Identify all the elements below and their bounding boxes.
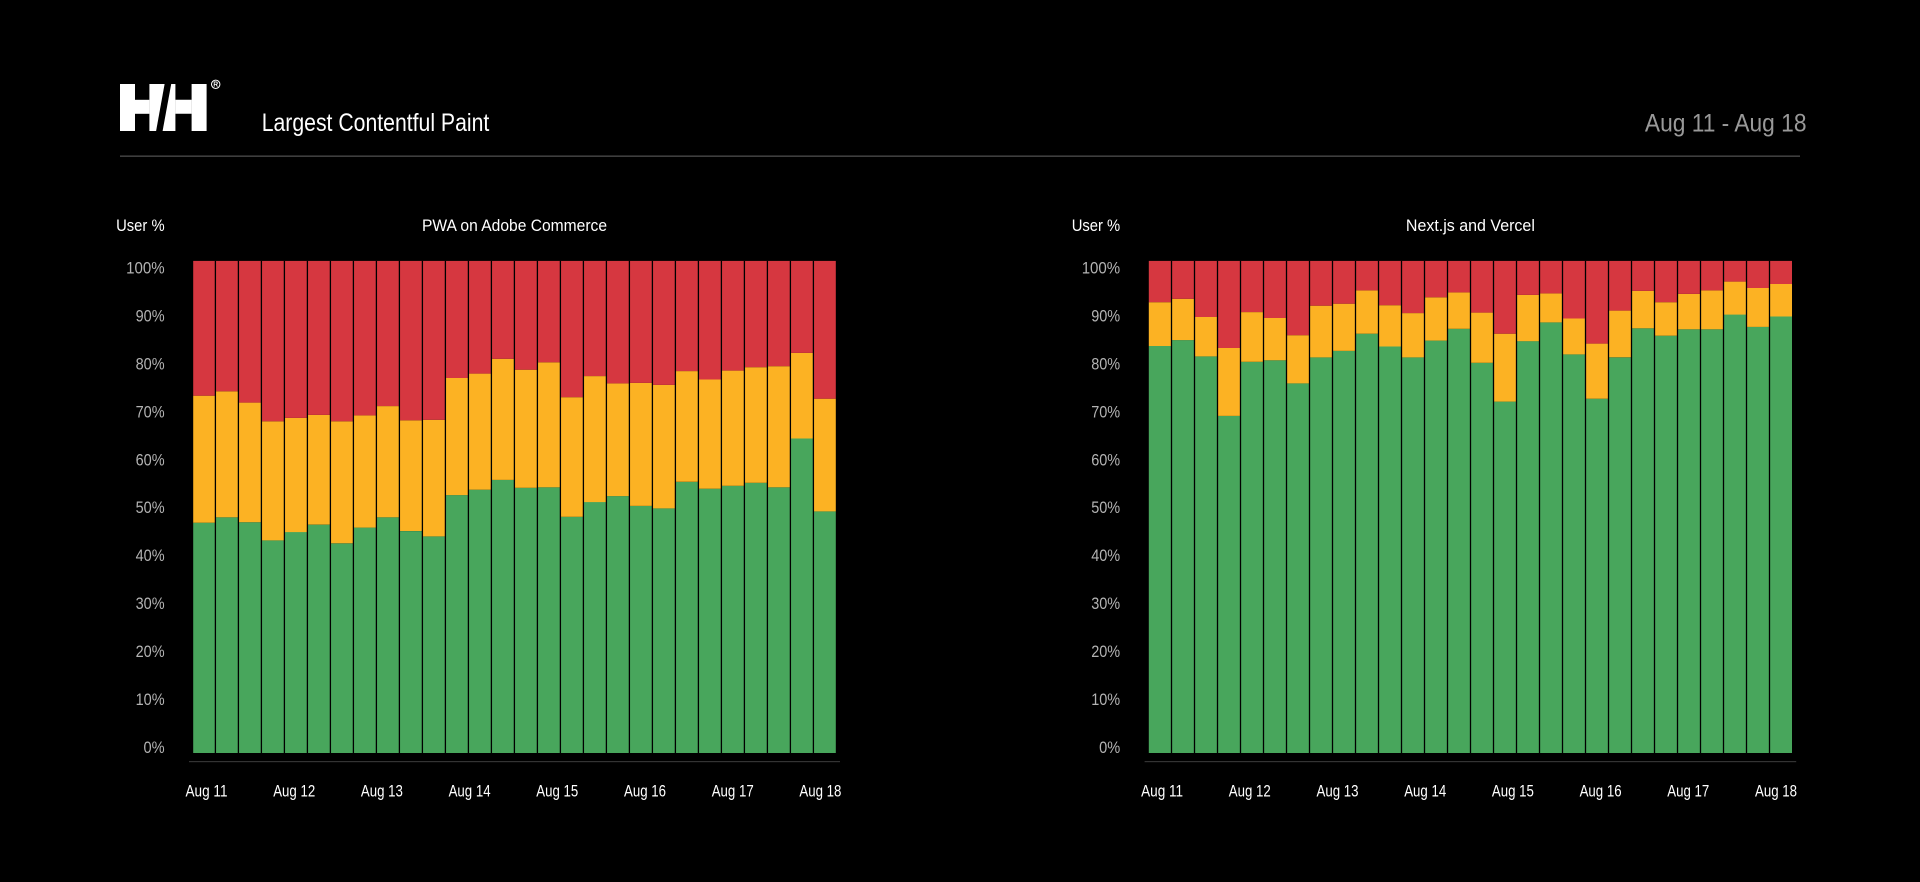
svg-text:Aug 16: Aug 16: [1580, 781, 1622, 800]
svg-text:60%: 60%: [1091, 450, 1120, 469]
svg-text:Aug 16: Aug 16: [624, 781, 666, 800]
svg-text:User %: User %: [1072, 216, 1121, 235]
svg-text:PWA on Adobe Commerce: PWA on Adobe Commerce: [422, 216, 607, 235]
svg-text:Aug 18: Aug 18: [799, 781, 841, 800]
svg-text:70%: 70%: [136, 402, 165, 421]
svg-text:100%: 100%: [1082, 258, 1121, 277]
svg-text:Aug 11 - Aug 18: Aug 11 - Aug 18: [1645, 110, 1807, 138]
svg-text:Aug 13: Aug 13: [361, 781, 403, 800]
svg-text:30%: 30%: [136, 594, 165, 613]
svg-text:90%: 90%: [1091, 306, 1120, 325]
svg-text:Aug 12: Aug 12: [273, 781, 315, 800]
svg-text:Aug 17: Aug 17: [1667, 781, 1709, 800]
svg-text:Aug 11: Aug 11: [186, 781, 228, 800]
svg-text:Aug 14: Aug 14: [1404, 781, 1446, 800]
svg-text:40%: 40%: [136, 546, 165, 565]
svg-text:50%: 50%: [136, 498, 165, 517]
svg-text:100%: 100%: [126, 258, 165, 277]
svg-text:40%: 40%: [1091, 546, 1120, 565]
svg-text:10%: 10%: [1091, 690, 1120, 709]
svg-text:Aug 13: Aug 13: [1317, 781, 1359, 800]
svg-text:Largest Contentful Paint: Largest Contentful Paint: [262, 109, 490, 137]
svg-text:90%: 90%: [136, 306, 165, 325]
svg-text:Aug 15: Aug 15: [536, 781, 578, 800]
svg-text:Aug 11: Aug 11: [1141, 781, 1183, 800]
svg-text:Aug 14: Aug 14: [449, 781, 491, 800]
svg-text:80%: 80%: [1091, 354, 1120, 373]
svg-text:20%: 20%: [1091, 642, 1120, 661]
svg-text:0%: 0%: [144, 738, 165, 757]
svg-text:70%: 70%: [1091, 402, 1120, 421]
svg-text:10%: 10%: [136, 690, 165, 709]
svg-text:60%: 60%: [136, 450, 165, 469]
svg-text:Aug 15: Aug 15: [1492, 781, 1534, 800]
svg-text:Next.js and Vercel: Next.js and Vercel: [1406, 216, 1535, 235]
svg-text:80%: 80%: [136, 354, 165, 373]
svg-text:20%: 20%: [136, 642, 165, 661]
svg-text:Aug 12: Aug 12: [1229, 781, 1271, 800]
svg-text:User %: User %: [116, 216, 165, 235]
svg-text:Aug 18: Aug 18: [1755, 781, 1797, 800]
svg-text:30%: 30%: [1091, 594, 1120, 613]
svg-text:0%: 0%: [1099, 738, 1120, 757]
svg-text:Aug 17: Aug 17: [712, 781, 754, 800]
svg-text:50%: 50%: [1091, 498, 1120, 517]
